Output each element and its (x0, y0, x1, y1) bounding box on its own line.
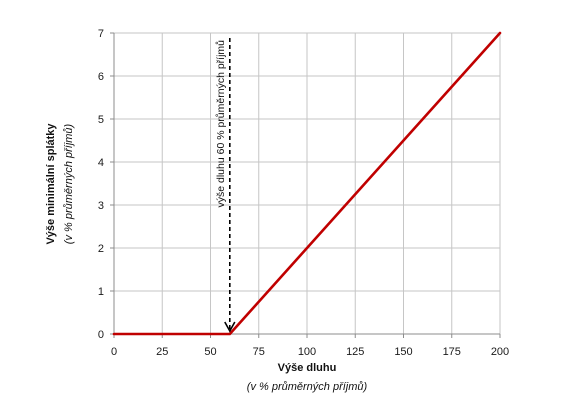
y-tick-label-3: 3 (98, 200, 104, 212)
x-axis-title: Výše dluhu (278, 362, 337, 374)
y-tick-label-1: 1 (98, 286, 104, 298)
x-tick-label-7: 175 (443, 346, 461, 358)
y-tick-label-2: 2 (98, 243, 104, 255)
x-tick-label-3: 75 (253, 346, 265, 358)
y-axis-subtitle: (v % průměrných příjmů) (63, 123, 75, 244)
annotation-label: výše dluhu 60 % průměrných příjmů (215, 40, 227, 208)
x-tick-label-4: 100 (298, 346, 316, 358)
x-tick-label-2: 50 (204, 346, 216, 358)
chart-series (112, 31, 502, 336)
chart-grid (114, 32, 501, 334)
x-tick-label-0: 0 (111, 346, 117, 358)
y-axis-title: Výše minimální splátky (45, 123, 57, 245)
chart-tick-labels: 0 25 50 75 100 125 150 175 200 0 1 2 3 4 5 6 7 (98, 28, 509, 358)
x-tick-label-5: 125 (346, 346, 364, 358)
series-line-0 (112, 31, 502, 336)
x-axis-subtitle: (v % průměrných příjmů) (247, 381, 368, 393)
x-tick-label-6: 150 (394, 346, 412, 358)
y-tick-label-7: 7 (98, 28, 104, 40)
y-tick-label-6: 6 (98, 71, 104, 83)
y-tick-label-5: 5 (98, 114, 104, 126)
annotation-arrowhead (224, 321, 236, 333)
y-tick-label-4: 4 (98, 157, 104, 169)
chart-axes (110, 32, 501, 338)
x-tick-label-8: 200 (491, 346, 509, 358)
y-tick-label-0: 0 (98, 329, 104, 341)
chart-annotations: výše dluhu 60 % průměrných příjmů (215, 38, 236, 333)
x-tick-label-1: 25 (156, 346, 168, 358)
